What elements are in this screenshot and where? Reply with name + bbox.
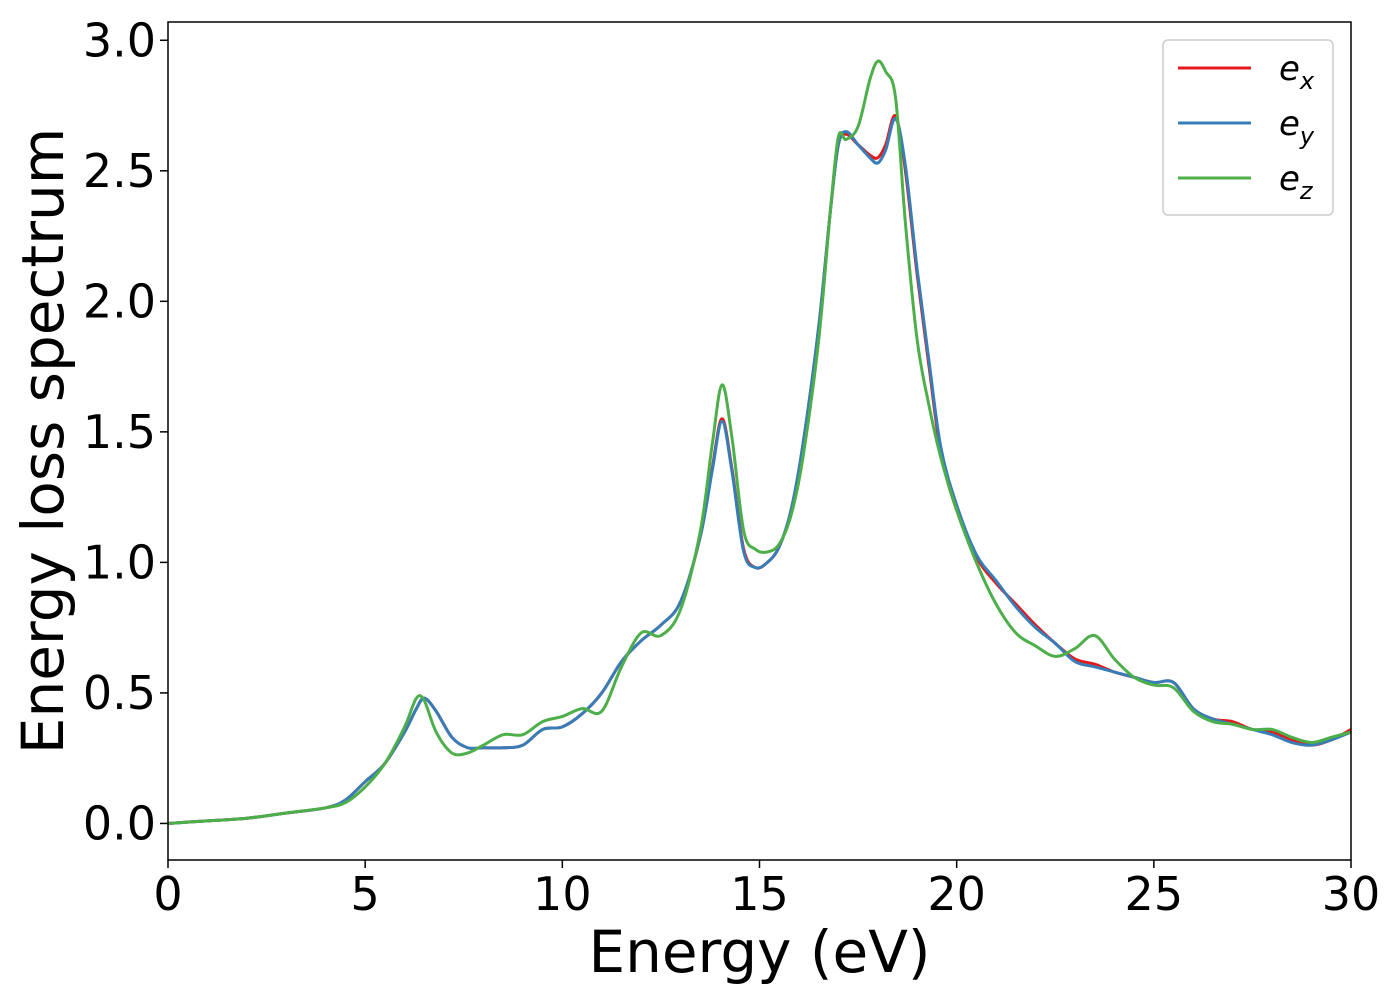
y-axis-title: Energy loss spectrum: [9, 128, 77, 754]
series-line-z: [168, 59, 1351, 825]
legend-label: ey: [1279, 104, 1315, 150]
legend-box: [1162, 39, 1334, 216]
y-axis: 0.0 0.5 1.0 1.5 2.0 2.5 3.0: [83, 13, 168, 850]
y-tick-label: 2.5: [83, 144, 156, 198]
y-tick-label: 1.0: [83, 535, 156, 589]
legend-label: ez: [1279, 159, 1314, 205]
y-tick-label: 1.5: [83, 405, 156, 459]
legend-label-subscript: y: [1299, 122, 1315, 150]
legend-label-subscript: x: [1299, 67, 1315, 95]
x-tick-label: 5: [351, 867, 380, 921]
y-tick-label: 3.0: [83, 13, 156, 67]
legend-label: ex: [1279, 49, 1315, 95]
x-tick-label: 25: [1125, 867, 1184, 921]
x-tick-label: 30: [1322, 867, 1381, 921]
legend-label-base: e: [1279, 49, 1300, 89]
x-axis-title: Energy (eV): [588, 918, 930, 986]
plot-area: [168, 59, 1351, 825]
x-axis: 0 5 10 15 20 25 30: [153, 860, 1380, 921]
legend-label-base: e: [1279, 104, 1300, 144]
series-line-y: [168, 117, 1351, 825]
y-tick-label: 0.0: [83, 796, 156, 850]
legend-label-subscript: z: [1299, 177, 1314, 205]
y-tick-label: 0.5: [83, 666, 156, 720]
x-tick-label: 15: [730, 867, 789, 921]
series-layer: [168, 59, 1351, 825]
legend-label-base: e: [1279, 159, 1300, 199]
x-tick-label: 0: [153, 867, 182, 921]
x-tick-label: 20: [927, 867, 986, 921]
y-tick-label: 2.0: [83, 274, 156, 328]
x-tick-label: 10: [533, 867, 592, 921]
